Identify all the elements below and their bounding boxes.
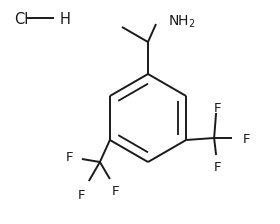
Text: F: F [213, 102, 221, 115]
Text: Cl: Cl [14, 12, 28, 27]
Text: F: F [243, 133, 251, 146]
Text: F: F [78, 189, 86, 202]
Text: F: F [66, 151, 73, 164]
Text: F: F [213, 161, 221, 174]
Text: NH$_2$: NH$_2$ [168, 14, 196, 30]
Text: H: H [60, 12, 71, 27]
Text: F: F [112, 185, 120, 198]
